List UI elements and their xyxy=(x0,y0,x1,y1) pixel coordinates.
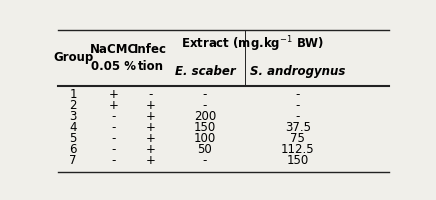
Text: 37.5: 37.5 xyxy=(285,121,311,134)
Text: +: + xyxy=(146,110,156,123)
Text: 4: 4 xyxy=(69,121,77,134)
Text: -: - xyxy=(203,88,207,101)
Text: +: + xyxy=(146,132,156,145)
Text: S. androgynus: S. androgynus xyxy=(250,65,345,78)
Text: -: - xyxy=(296,88,300,101)
Text: +: + xyxy=(109,99,119,112)
Text: Extract (mg.kg$^{-1}$ BW): Extract (mg.kg$^{-1}$ BW) xyxy=(181,34,324,54)
Text: +: + xyxy=(146,99,156,112)
Text: -: - xyxy=(112,121,116,134)
Text: -: - xyxy=(149,88,153,101)
Text: 3: 3 xyxy=(69,110,77,123)
Text: +: + xyxy=(146,154,156,167)
Text: 150: 150 xyxy=(286,154,309,167)
Text: 1: 1 xyxy=(69,88,77,101)
Text: +: + xyxy=(146,121,156,134)
Text: NaCMC
0.05 %: NaCMC 0.05 % xyxy=(90,43,137,73)
Text: 50: 50 xyxy=(198,143,212,156)
Text: -: - xyxy=(296,99,300,112)
Text: +: + xyxy=(146,143,156,156)
Text: -: - xyxy=(112,110,116,123)
Text: -: - xyxy=(203,99,207,112)
Text: 100: 100 xyxy=(194,132,216,145)
Text: E. scaber: E. scaber xyxy=(174,65,235,78)
Text: -: - xyxy=(112,132,116,145)
Text: 6: 6 xyxy=(69,143,77,156)
Text: -: - xyxy=(203,154,207,167)
Text: 75: 75 xyxy=(290,132,305,145)
Text: 200: 200 xyxy=(194,110,216,123)
Text: 150: 150 xyxy=(194,121,216,134)
Text: Infec
tion: Infec tion xyxy=(134,43,167,73)
Text: Group: Group xyxy=(53,51,93,64)
Text: -: - xyxy=(112,143,116,156)
Text: 7: 7 xyxy=(69,154,77,167)
Text: +: + xyxy=(109,88,119,101)
Text: 2: 2 xyxy=(69,99,77,112)
Text: 112.5: 112.5 xyxy=(281,143,315,156)
Text: -: - xyxy=(296,110,300,123)
Text: -: - xyxy=(112,154,116,167)
Text: 5: 5 xyxy=(69,132,77,145)
